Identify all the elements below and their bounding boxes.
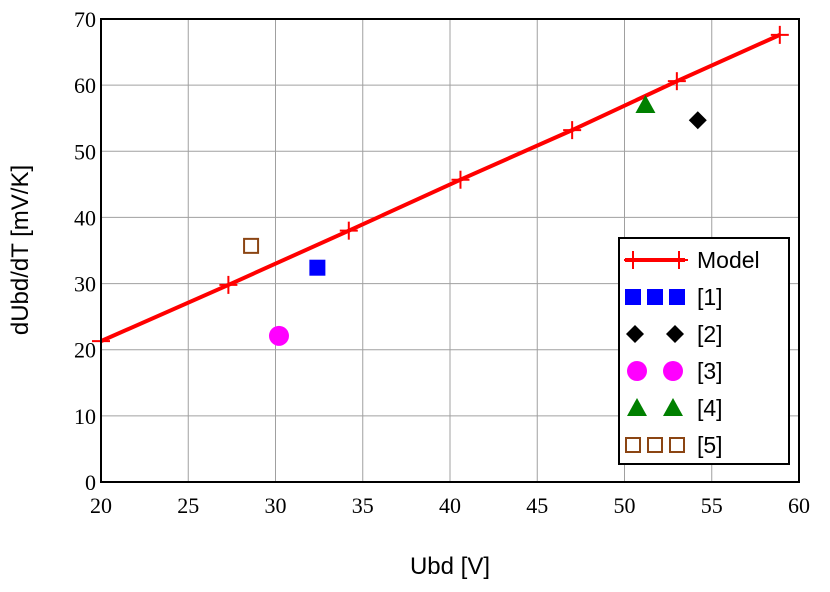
legend-marker — [627, 398, 647, 416]
series-4 — [635, 94, 656, 113]
tick-labels: 20 25 30 35 40 45 50 55 60 0 10 20 30 40 50 60 70 — [74, 7, 810, 518]
y-tick-label: 50 — [74, 139, 96, 164]
legend-label: [1] — [697, 284, 723, 310]
x-axis-label: Ubd [V] — [410, 553, 490, 580]
legend-marker — [663, 398, 683, 416]
data-point — [451, 170, 470, 189]
x-tick-label: 20 — [90, 493, 112, 518]
legend-marker — [627, 361, 647, 381]
legend-label: Model — [697, 247, 760, 273]
legend-marker — [625, 437, 641, 453]
data-point — [339, 221, 358, 240]
legend-label: [5] — [697, 432, 723, 458]
data-point — [268, 325, 289, 346]
data-point — [563, 121, 582, 140]
legend-item: [3] — [627, 358, 723, 384]
plot-frame — [100, 18, 800, 483]
legend-label: [4] — [697, 395, 723, 421]
series-5 — [243, 237, 260, 254]
legend-marker — [663, 361, 683, 381]
y-tick-label: 20 — [74, 338, 96, 363]
x-tick-label: 30 — [265, 493, 287, 518]
legend-marker — [666, 325, 684, 343]
legend-marker — [669, 437, 685, 453]
x-tick-label: 35 — [352, 493, 374, 518]
legend-marker — [625, 289, 641, 305]
legend-marker — [669, 289, 685, 305]
series-2 — [688, 111, 707, 130]
data-point — [770, 25, 789, 44]
legend-item: Model — [624, 247, 760, 273]
legend: Model [1] [2] [3] [4] [5] — [618, 237, 790, 465]
y-tick-label: 10 — [74, 404, 96, 429]
x-tick-label: 25 — [177, 493, 199, 518]
x-tick-label: 55 — [701, 493, 723, 518]
legend-item: [4] — [627, 395, 723, 421]
legend-marker — [647, 437, 663, 453]
legend-box — [618, 237, 790, 465]
legend-item: [5] — [625, 432, 723, 458]
x-tick-label: 45 — [526, 493, 548, 518]
legend-label: [2] — [697, 321, 723, 347]
data-point — [635, 94, 656, 113]
data-point — [309, 259, 326, 276]
legend-label: [3] — [697, 358, 723, 384]
data-point — [688, 111, 707, 130]
y-tick-label: 70 — [74, 7, 96, 32]
x-tick-label: 40 — [439, 493, 461, 518]
legend-marker — [626, 325, 644, 343]
x-tick-label: 60 — [788, 493, 810, 518]
data-point — [219, 275, 238, 294]
legend-item: [1] — [625, 284, 723, 310]
legend-marker — [647, 289, 663, 305]
y-tick-label: 60 — [74, 73, 96, 98]
legend-marker — [670, 251, 688, 269]
series-3 — [268, 325, 289, 346]
data-point — [243, 237, 260, 254]
series-1 — [309, 259, 326, 276]
legend-item: [2] — [626, 321, 723, 347]
y-tick-label: 0 — [85, 470, 96, 495]
y-axis-label: dUbd/dT [mV/K] — [7, 165, 34, 335]
x-tick-label: 50 — [614, 493, 636, 518]
data-point — [667, 72, 686, 91]
y-tick-label: 40 — [74, 205, 96, 230]
y-tick-label: 30 — [74, 272, 96, 297]
legend-marker — [624, 251, 642, 269]
